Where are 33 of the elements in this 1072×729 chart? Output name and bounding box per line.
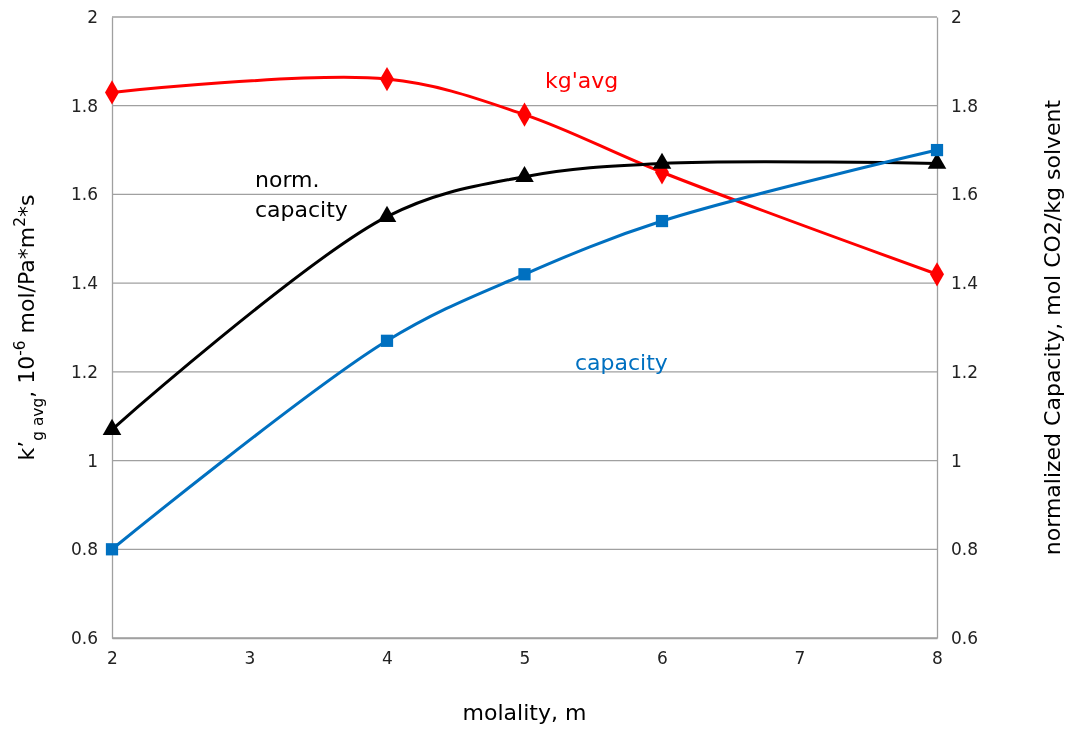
y2-tick-label: 1	[951, 450, 962, 471]
y-tick-label: 0.6	[70, 627, 98, 648]
y-tick-label: 2	[87, 6, 98, 27]
point	[518, 268, 531, 281]
x-tick-label: 3	[244, 648, 256, 669]
x-tick-label: 4	[382, 648, 393, 669]
y2-tick-label: 1.2	[951, 361, 979, 382]
y-tick-label: 0.8	[70, 539, 98, 560]
text: capacity	[575, 350, 668, 375]
y2-tick-label: 1.4	[951, 273, 979, 294]
y2-tick-label: 2	[951, 6, 962, 27]
y-tick-label: 1.8	[70, 95, 98, 116]
x-tick-label: 5	[519, 648, 531, 669]
x-tick-label: 8	[932, 648, 943, 669]
point	[105, 543, 119, 556]
y2-tick-label: 0.8	[951, 539, 979, 560]
point	[930, 143, 944, 157]
x-axis-title: molality, m	[462, 700, 587, 725]
x-tick-label: 7	[794, 648, 806, 669]
y-tick-label: 1.6	[70, 184, 98, 205]
y-tick-label: 1.4	[70, 273, 98, 294]
x-tick-label: 2	[107, 648, 118, 669]
y2-tick-label: 0.6	[951, 627, 979, 648]
y2-tick-label: 1.6	[951, 184, 979, 205]
point	[655, 214, 669, 228]
y2-axis-title: normalized Capacity, mol CO2/kg solvent	[1040, 99, 1065, 556]
series-label: kg'avg	[545, 68, 619, 93]
series-label: norm. capacity	[255, 167, 348, 222]
y-tick-label: 1.2	[70, 361, 98, 382]
x-tick-label: 6	[657, 648, 668, 669]
point	[380, 334, 394, 347]
y-tick-label: 1	[87, 450, 98, 471]
y2-tick-label: 1.8	[951, 95, 979, 116]
